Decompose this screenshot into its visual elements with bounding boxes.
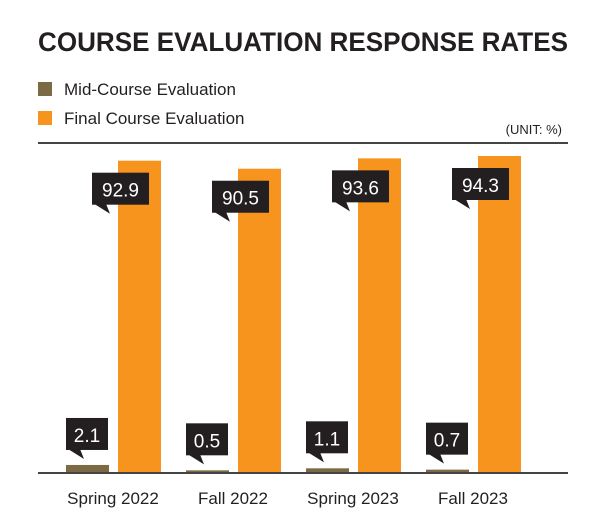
value-label: 0.7 xyxy=(434,431,460,452)
value-label-box xyxy=(332,170,389,203)
bar-final xyxy=(358,158,401,472)
bar-mid xyxy=(66,464,109,472)
value-label: 92.9 xyxy=(102,181,139,202)
legend-swatch-final xyxy=(38,111,52,125)
legend-swatch-mid xyxy=(38,82,52,96)
value-label-pointer xyxy=(454,199,470,209)
bar-mid xyxy=(306,468,349,472)
value-label-box xyxy=(212,180,269,213)
value-label-box xyxy=(452,168,509,200)
value-label: 94.3 xyxy=(462,176,499,197)
value-label: 90.5 xyxy=(222,189,259,210)
bar-mid xyxy=(186,470,229,472)
bar-final xyxy=(478,156,521,472)
value-label-box xyxy=(426,422,468,455)
value-label: 93.6 xyxy=(342,178,379,199)
unit-label: (UNIT: %) xyxy=(506,122,562,137)
value-label-pointer xyxy=(334,201,350,212)
value-label-pointer xyxy=(428,453,444,464)
value-label: 2.1 xyxy=(74,426,100,447)
bar-final xyxy=(118,160,161,472)
value-label-box xyxy=(92,172,149,205)
value-label-pointer xyxy=(308,452,324,463)
x-tick-label: Fall 2023 xyxy=(438,489,508,508)
value-label-pointer xyxy=(214,211,230,222)
legend-label-final: Final Course Evaluation xyxy=(64,109,244,128)
value-label-pointer xyxy=(188,454,204,465)
legend-label-mid: Mid-Course Evaluation xyxy=(64,80,236,99)
value-label-box xyxy=(306,421,348,454)
value-label: 0.5 xyxy=(194,431,220,452)
value-label: 1.1 xyxy=(314,429,340,450)
chart-title: COURSE EVALUATION RESPONSE RATES xyxy=(38,27,568,57)
bar-mid xyxy=(426,469,469,472)
x-tick-label: Fall 2022 xyxy=(198,489,268,508)
value-label-pointer xyxy=(94,203,110,214)
value-label-box xyxy=(186,423,228,456)
value-label-pointer xyxy=(68,448,84,459)
x-tick-label: Spring 2022 xyxy=(67,489,159,508)
bar-final xyxy=(238,168,281,472)
x-tick-label: Spring 2023 xyxy=(307,489,399,508)
value-label-box xyxy=(66,417,108,450)
